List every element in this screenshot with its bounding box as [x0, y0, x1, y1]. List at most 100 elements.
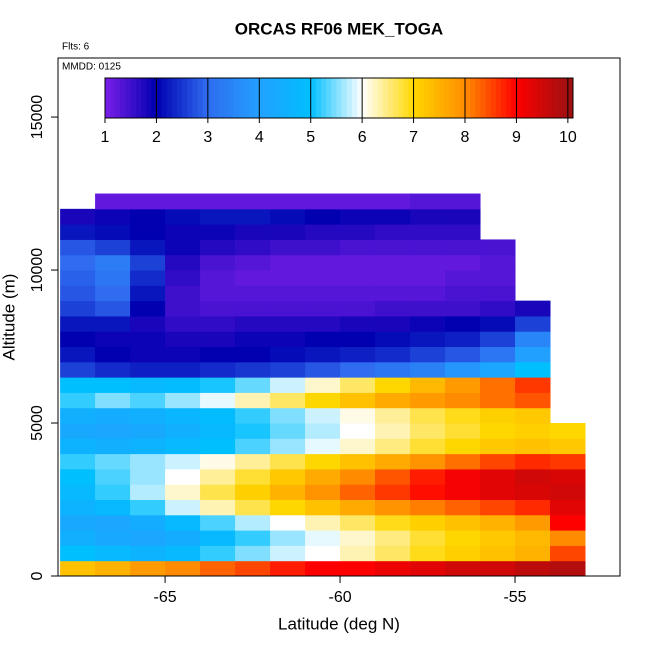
heat-cell	[130, 285, 165, 301]
heat-cell	[60, 561, 95, 577]
heat-cell	[515, 515, 550, 531]
colorbar-segment	[470, 78, 476, 118]
heat-cell	[515, 469, 550, 485]
heat-cell	[340, 331, 375, 347]
heat-cell	[340, 239, 375, 255]
heat-cell	[165, 362, 200, 378]
colorbar-tick-label: 7	[409, 129, 418, 146]
heat-cell	[305, 224, 340, 240]
colorbar-segment	[110, 78, 116, 118]
heat-cell	[130, 331, 165, 347]
heat-cell	[410, 454, 445, 470]
heat-cell	[480, 500, 515, 516]
heat-cell	[270, 316, 305, 332]
heat-cell	[270, 423, 305, 439]
colorbar-segment	[223, 78, 229, 118]
heat-cell	[410, 423, 445, 439]
colorbar-tick-label: 5	[306, 129, 315, 146]
colorbar-segment	[249, 78, 255, 118]
heat-cell	[95, 438, 130, 454]
colorbar-segment	[182, 78, 188, 118]
heat-cell	[270, 484, 305, 500]
heat-cell	[480, 561, 515, 577]
heat-cell	[95, 239, 130, 255]
heat-cell	[235, 239, 270, 255]
heat-cell	[60, 270, 95, 286]
heat-cell	[60, 224, 95, 240]
colorbar-segment	[434, 78, 440, 118]
heat-cell	[130, 377, 165, 393]
heat-cell	[270, 377, 305, 393]
heat-cell	[200, 515, 235, 531]
colorbar-segment	[388, 78, 394, 118]
heat-cell	[375, 224, 410, 240]
heat-cell	[410, 270, 445, 286]
heat-cell	[200, 224, 235, 240]
colorbar-segment	[393, 78, 399, 118]
colorbar-tick-label: 10	[559, 129, 577, 146]
heat-cell	[550, 423, 585, 439]
heat-cell	[130, 347, 165, 363]
heat-cell	[305, 270, 340, 286]
heat-cell	[340, 347, 375, 363]
heat-cell	[270, 561, 305, 577]
colorbar-segment	[367, 78, 373, 118]
heat-cell	[340, 194, 375, 210]
heat-cell	[270, 530, 305, 546]
heat-cell	[165, 484, 200, 500]
heat-cell	[200, 469, 235, 485]
colorbar-segment	[259, 78, 265, 118]
colorbar-segment	[198, 78, 204, 118]
heat-cell	[305, 209, 340, 225]
heat-cell	[200, 454, 235, 470]
heat-cell	[410, 316, 445, 332]
heat-cell	[445, 561, 480, 577]
heat-cell	[165, 347, 200, 363]
colorbar-segment	[192, 78, 198, 118]
x-tick-label: -60	[328, 589, 351, 606]
heat-cell	[165, 392, 200, 408]
heat-cell	[410, 347, 445, 363]
heat-cell	[375, 392, 410, 408]
heat-cell	[130, 270, 165, 286]
heat-cell	[60, 438, 95, 454]
heat-cell	[375, 270, 410, 286]
colorbar-segment	[131, 78, 137, 118]
heat-cell	[480, 301, 515, 317]
colorbar-segment	[270, 78, 276, 118]
heat-cell	[375, 347, 410, 363]
heat-cell	[130, 484, 165, 500]
heat-cell	[515, 530, 550, 546]
heat-cell	[340, 515, 375, 531]
heat-cell	[130, 392, 165, 408]
heat-cell	[480, 362, 515, 378]
colorbar-segment	[136, 78, 142, 118]
heat-cell	[200, 301, 235, 317]
heat-cell	[95, 545, 130, 561]
heat-cell	[270, 239, 305, 255]
colorbar-segment	[326, 78, 332, 118]
heat-cell	[410, 515, 445, 531]
heat-cell	[375, 285, 410, 301]
colorbar-segment	[506, 78, 512, 118]
heat-cell	[60, 408, 95, 424]
heat-cell	[95, 224, 130, 240]
heat-cell	[270, 392, 305, 408]
heat-cell	[445, 270, 480, 286]
heat-cell	[410, 561, 445, 577]
heat-cell	[200, 316, 235, 332]
heat-cell	[515, 561, 550, 577]
heat-cell	[200, 255, 235, 271]
heat-cell	[410, 545, 445, 561]
heat-cell	[340, 316, 375, 332]
colorbar-tick-label: 6	[358, 129, 367, 146]
colorbar-segment	[347, 78, 353, 118]
heat-cell	[515, 545, 550, 561]
heat-cell	[95, 255, 130, 271]
heat-cell	[305, 392, 340, 408]
heat-cell	[270, 469, 305, 485]
heat-cell	[60, 209, 95, 225]
colorbar-segment	[501, 78, 507, 118]
heat-cell	[375, 454, 410, 470]
heat-cell	[235, 209, 270, 225]
